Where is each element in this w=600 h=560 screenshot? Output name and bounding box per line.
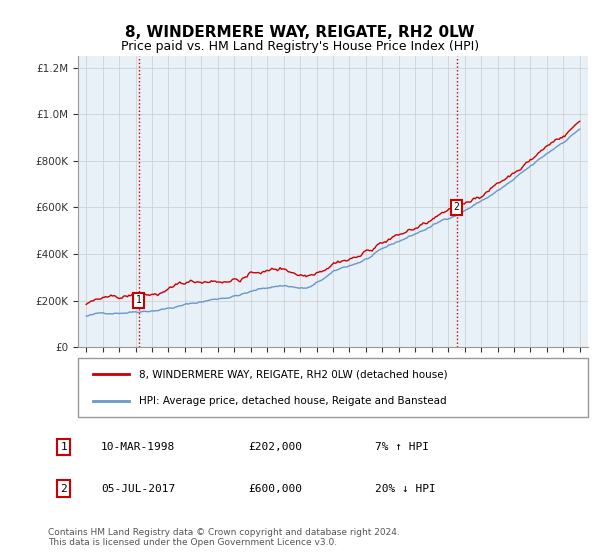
Text: Price paid vs. HM Land Registry's House Price Index (HPI): Price paid vs. HM Land Registry's House … [121, 40, 479, 53]
Text: £202,000: £202,000 [248, 442, 302, 452]
Text: 2: 2 [61, 484, 67, 493]
Text: 8, WINDERMERE WAY, REIGATE, RH2 0LW (detached house): 8, WINDERMERE WAY, REIGATE, RH2 0LW (det… [139, 369, 448, 379]
Text: 20% ↓ HPI: 20% ↓ HPI [376, 484, 436, 493]
Text: 05-JUL-2017: 05-JUL-2017 [101, 484, 175, 493]
Text: 1: 1 [136, 295, 142, 305]
Text: HPI: Average price, detached house, Reigate and Banstead: HPI: Average price, detached house, Reig… [139, 396, 447, 407]
Text: 1: 1 [61, 442, 67, 452]
Text: 2: 2 [454, 202, 460, 212]
Text: Contains HM Land Registry data © Crown copyright and database right 2024.
This d: Contains HM Land Registry data © Crown c… [48, 528, 400, 547]
Text: 8, WINDERMERE WAY, REIGATE, RH2 0LW: 8, WINDERMERE WAY, REIGATE, RH2 0LW [125, 25, 475, 40]
Text: 10-MAR-1998: 10-MAR-1998 [101, 442, 175, 452]
Text: £600,000: £600,000 [248, 484, 302, 493]
Text: 7% ↑ HPI: 7% ↑ HPI [376, 442, 430, 452]
